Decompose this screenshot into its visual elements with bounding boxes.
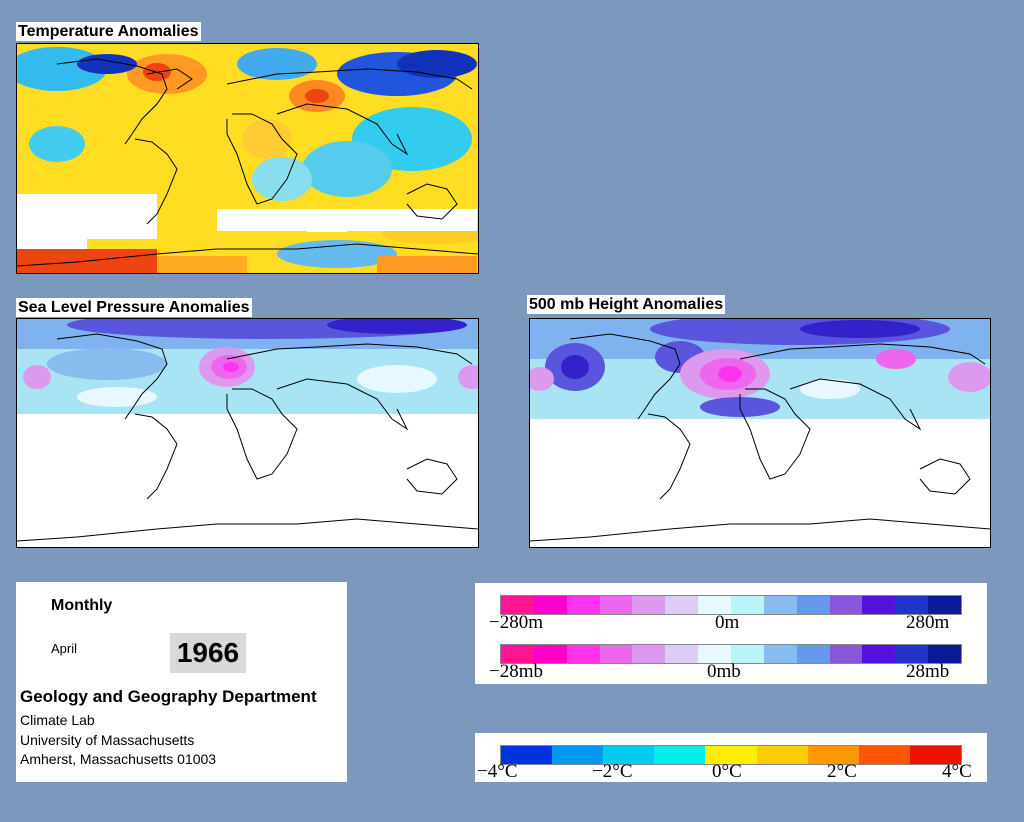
color-swatch (566, 596, 600, 614)
temp-label-2: −2°C (592, 761, 633, 782)
color-swatch (665, 596, 699, 614)
500mb-height-anomaly-map (529, 318, 991, 548)
color-swatch (665, 645, 699, 663)
color-swatch (599, 645, 633, 663)
info-panel: Monthly April 1966 Geology and Geography… (16, 582, 347, 782)
color-swatch (895, 596, 929, 614)
color-swatch (796, 645, 830, 663)
color-swatch (858, 746, 910, 764)
color-swatch (829, 596, 863, 614)
color-swatch (928, 645, 962, 663)
temperature-title: Temperature Anomalies (16, 22, 201, 41)
color-swatch (731, 645, 764, 663)
color-swatch (909, 746, 961, 764)
color-swatch (603, 746, 655, 764)
pressure-max-label: 28mb (906, 661, 950, 682)
anomaly-legend: −280m 0m 280m −28mb 0mb 28mb (475, 583, 987, 684)
height-mid-label: 0m (715, 612, 740, 633)
color-swatch (796, 596, 830, 614)
color-swatch (763, 596, 797, 614)
department-label: Geology and Geography Department (20, 687, 317, 706)
pressure-color-bar (500, 644, 962, 664)
color-swatch (533, 596, 567, 614)
color-swatch (756, 746, 808, 764)
year-label: 1966 (170, 633, 246, 673)
color-swatch (632, 645, 666, 663)
color-swatch (763, 645, 797, 663)
height-title: 500 mb Height Anomalies (527, 295, 726, 314)
color-swatch (552, 746, 604, 764)
slp-title: Sea Level Pressure Anomalies (16, 298, 252, 317)
temp-label-3: 0°C (712, 761, 742, 782)
sea-level-pressure-anomaly-map (16, 318, 479, 548)
color-swatch (705, 746, 757, 764)
color-swatch (698, 596, 732, 614)
color-swatch (895, 645, 929, 663)
color-swatch (566, 645, 600, 663)
color-swatch (632, 596, 666, 614)
frequency-label: Monthly (51, 597, 113, 614)
temp-label-1: −4°C (477, 761, 518, 782)
color-swatch (862, 596, 896, 614)
color-swatch (501, 746, 553, 764)
color-swatch (731, 596, 764, 614)
pressure-min-label: −28mb (489, 661, 543, 682)
color-swatch (654, 746, 706, 764)
address-label: Amherst, Massachusetts 01003 (20, 751, 217, 767)
color-swatch (533, 645, 567, 663)
temp-label-4: 2°C (827, 761, 857, 782)
university-label: University of Massachusetts (20, 732, 195, 748)
color-swatch (862, 645, 896, 663)
lab-label: Climate Lab (20, 712, 95, 728)
temperature-anomaly-map (16, 43, 479, 274)
color-swatch (599, 596, 633, 614)
height-max-label: 280m (906, 612, 950, 633)
color-swatch (698, 645, 732, 663)
height-color-bar (500, 595, 962, 615)
color-swatch (501, 596, 534, 614)
color-swatch (829, 645, 863, 663)
color-swatch (807, 746, 859, 764)
temperature-color-bar (500, 745, 962, 765)
color-swatch (928, 596, 962, 614)
temp-label-5: 4°C (942, 761, 972, 782)
month-label: April (51, 641, 78, 656)
color-swatch (501, 645, 534, 663)
pressure-mid-label: 0mb (707, 661, 741, 682)
temperature-legend: −4°C −2°C 0°C 2°C 4°C (475, 733, 987, 782)
height-min-label: −280m (489, 612, 543, 633)
